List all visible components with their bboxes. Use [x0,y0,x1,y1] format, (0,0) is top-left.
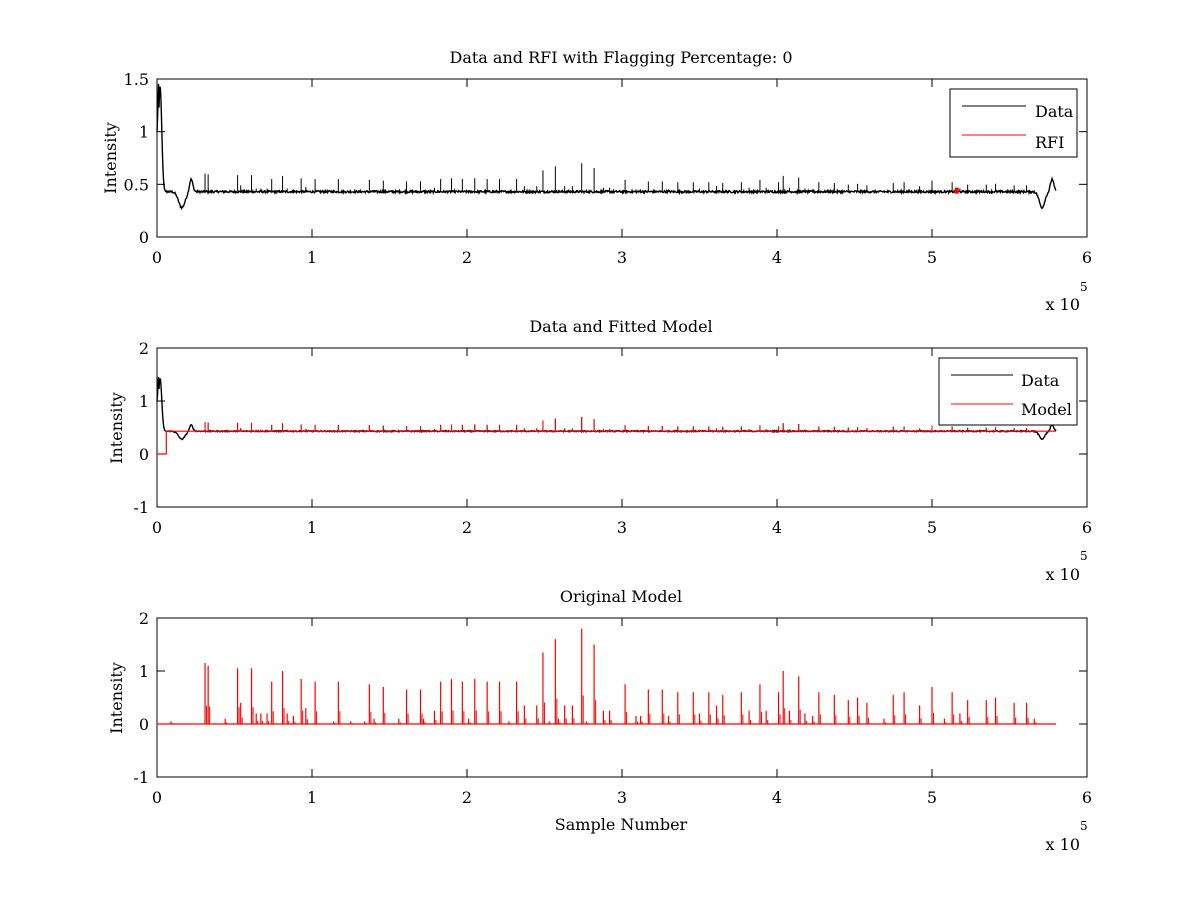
y-tick-label: 1 [139,123,149,142]
x-tick-label: 3 [617,518,627,537]
panel-data-rfi: Data and RFI with Flagging Percentage: 0… [101,48,1092,314]
x-tick-labels: 0 1 2 3 4 5 6 [152,788,1092,807]
x-tick-labels: 0 1 2 3 4 5 6 [152,248,1092,267]
x-tick-labels: 0 1 2 3 4 5 6 [152,518,1092,537]
x-tick-label: 1 [307,788,317,807]
x-exponent-label: x 10 [1046,565,1080,584]
x-tick-label: 4 [772,518,782,537]
y-tick-label: -1 [133,498,149,517]
y-tick-labels: -1 0 1 2 [133,339,149,517]
legend: Data RFI [949,88,1078,158]
x-tick-label: 3 [617,788,627,807]
legend-label-rfi: RFI [1035,133,1064,152]
x-tick-label: 0 [152,518,162,537]
x-tick-label: 1 [307,248,317,267]
y-tick-label: 0 [139,715,149,734]
data-series-line [156,83,1057,211]
x-tick-label: 0 [152,248,162,267]
x-tick-label: 5 [927,248,937,267]
x-tick-label: 1 [307,518,317,537]
series-area [156,376,1057,455]
chart-title: Original Model [560,587,682,606]
rfi-point [954,187,959,194]
x-tick-label: 2 [462,788,472,807]
x-exponent-label: x 10 [1046,295,1080,314]
x-axis-label: Sample Number [555,815,688,834]
legend-box [949,88,1078,158]
plot-frame [156,617,1088,778]
x-tick-label: 6 [1082,788,1092,807]
x-exponent-power: 5 [1080,280,1088,294]
legend-label-model: Model [1021,400,1072,419]
y-tick-label: 2 [139,339,149,358]
x-tick-label: 6 [1082,518,1092,537]
x-tick-label: 2 [462,248,472,267]
y-axis-label: Intensity [107,662,126,734]
y-tick-labels: -1 0 1 2 [133,609,149,787]
x-tick-label: 4 [772,248,782,267]
x-exponent-power: 5 [1080,549,1088,563]
plot-frame [156,78,1088,238]
x-tick-label: 6 [1082,248,1092,267]
x-tick-label: 5 [927,518,937,537]
y-tick-label: 1 [139,662,149,681]
series-area [156,83,1057,211]
x-tick-label: 3 [617,248,627,267]
chart-title: Data and RFI with Flagging Percentage: 0 [449,48,792,67]
x-tick-label: 2 [462,518,472,537]
y-tick-labels: 0 0.5 1 1.5 [124,70,149,247]
y-tick-label: 0.5 [124,175,149,194]
legend-label-data: Data [1035,102,1074,121]
legend-label-data: Data [1021,371,1060,390]
x-exponent-label: x 10 [1046,835,1080,854]
chart-title: Data and Fitted Model [529,317,712,336]
legend-box [938,357,1078,426]
x-tick-label: 0 [152,788,162,807]
y-tick-label: 1.5 [124,70,149,89]
x-tick-label: 4 [772,788,782,807]
y-tick-label: 1 [139,392,149,411]
y-axis-label: Intensity [107,392,126,464]
y-tick-label: 0 [139,228,149,247]
x-tick-label: 5 [927,788,937,807]
tick-marks [156,347,1088,508]
legend: Data Model [938,357,1078,426]
tick-marks [156,78,1088,238]
y-tick-label: 0 [139,445,149,464]
y-tick-label: 2 [139,609,149,628]
x-exponent-power: 5 [1080,819,1088,833]
y-axis-label: Intensity [101,122,120,194]
series-area [157,628,1056,725]
model-series-line [157,430,1056,455]
y-tick-label: -1 [133,768,149,787]
